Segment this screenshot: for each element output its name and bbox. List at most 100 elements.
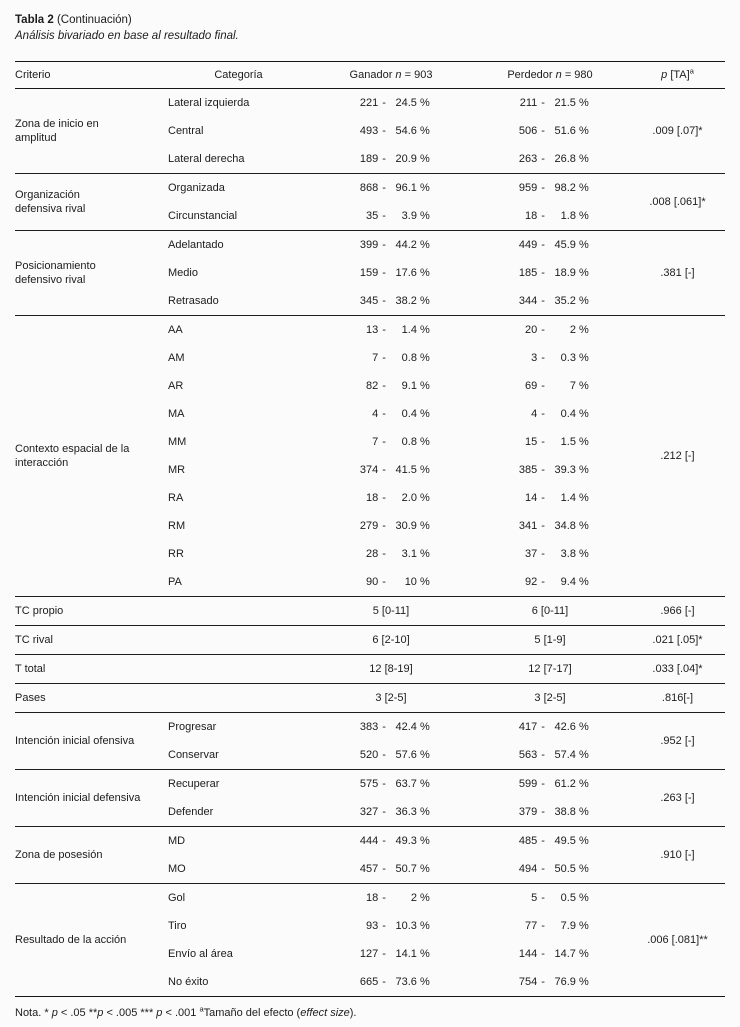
perdedor-value: 15-1.5% — [525, 436, 589, 448]
percent-sign: % — [578, 576, 589, 588]
ganador-value: 6 [2-10] — [372, 634, 410, 646]
percent-sign: % — [578, 548, 589, 560]
percent-sign: % — [419, 464, 430, 476]
percent-sign: % — [578, 835, 589, 847]
categoria-cell: RM — [168, 520, 186, 532]
perdedor-value: 144-14.7% — [518, 948, 589, 960]
perdedor-value: 92-9.4% — [525, 576, 589, 588]
percent-sign: % — [578, 464, 589, 476]
categoria-cell: PA — [168, 576, 182, 588]
ganador-value: 12 [8-19] — [369, 663, 413, 675]
percent-sign: % — [578, 721, 589, 733]
criterio-cell: Zona de inicio en amplitud — [15, 118, 99, 144]
perdedor-value: 754-76.9% — [518, 976, 589, 988]
table-section: Resultado de la acción Gol 18-2% 5-0.5% Tiro… — [15, 884, 725, 996]
percent-sign: % — [419, 125, 430, 137]
p-value-cell: .008 [.061]* — [649, 196, 706, 208]
ganador-value: 457-50.7% — [359, 863, 430, 875]
percent-sign: % — [419, 492, 430, 504]
perdedor-value: 494-50.5% — [518, 863, 589, 875]
percent-sign: % — [578, 492, 589, 504]
categoria-cell: Organizada — [168, 182, 225, 194]
column-header-p-value: p [TA]a — [661, 66, 694, 81]
perdedor-value: 6 [0-11] — [531, 605, 569, 617]
perdedor-value: 12 [7-17] — [528, 663, 572, 675]
table-caption: Análisis bivariado en base al resultado … — [15, 30, 239, 42]
percent-sign: % — [419, 210, 430, 222]
percent-sign: % — [578, 892, 589, 904]
percent-sign: % — [578, 976, 589, 988]
table-section: Intención inicial defensiva Recuperar 575-… — [15, 770, 725, 827]
ganador-value: 399-44.2% — [359, 239, 430, 251]
percent-sign: % — [419, 576, 430, 588]
categoria-cell: Recuperar — [168, 778, 220, 790]
categoria-cell: Gol — [168, 892, 186, 904]
criterio-cell: TC propio — [15, 605, 64, 617]
table-header-row: Criterio Categoría Ganador n = 903 Perde… — [15, 62, 725, 89]
categoria-cell: Tiro — [168, 920, 187, 932]
table-note: Nota. * p < .05 **p < .005 *** p < .001 … — [15, 1004, 357, 1019]
criterio-cell: Contexto espacial de la interacción — [15, 443, 130, 469]
percent-sign: % — [578, 408, 589, 420]
percent-sign: % — [419, 778, 430, 790]
criterio-cell: T total — [15, 663, 46, 675]
percent-sign: % — [578, 380, 589, 392]
categoria-cell: Circunstancial — [168, 210, 238, 222]
ganador-value: 279-30.9% — [359, 520, 430, 532]
categoria-cell: Retrasado — [168, 295, 219, 307]
perdedor-value: 959-98.2% — [518, 182, 589, 194]
percent-sign: % — [578, 182, 589, 194]
p-value-cell: .966 [-] — [660, 605, 695, 617]
categoria-cell: Adelantado — [168, 239, 224, 251]
perdedor-value: 449-45.9% — [518, 239, 589, 251]
ganador-value: 90-10% — [366, 576, 430, 588]
categoria-cell: Envío al área — [168, 948, 233, 960]
categoria-cell: Medio — [168, 267, 198, 279]
percent-sign: % — [419, 920, 430, 932]
criterio-cell: Organización defensiva rival — [15, 189, 86, 215]
perdedor-value: 385-39.3% — [518, 464, 589, 476]
perdedor-value: 77-7.9% — [525, 920, 589, 932]
percent-sign: % — [419, 976, 430, 988]
table-body: Zona de inicio en amplitud Lateral izquier… — [15, 89, 725, 996]
categoria-cell: No éxito — [168, 976, 209, 988]
p-value-cell: .816[-] — [661, 692, 694, 704]
criterio-cell: Posicionamiento defensivo rival — [15, 260, 96, 286]
ganador-value: 28-3.1% — [366, 548, 430, 560]
table-title: Tabla 2 (Continuación) — [15, 13, 725, 28]
ganador-value: 327-36.3% — [359, 806, 430, 818]
ganador-value: 127-14.1% — [359, 948, 430, 960]
ganador-value: 7-0.8% — [372, 436, 430, 448]
perdedor-value: 5 [1-9] — [534, 634, 566, 646]
percent-sign: % — [578, 352, 589, 364]
categoria-cell: MO — [168, 863, 186, 875]
perdedor-value: 5-0.5% — [531, 892, 589, 904]
perdedor-value: 211-21.5% — [519, 97, 589, 109]
percent-sign: % — [419, 239, 430, 251]
perdedor-value: 4-0.4% — [531, 408, 589, 420]
criterio-cell: TC rival — [15, 634, 53, 646]
perdedor-value: 485-49.5% — [518, 835, 589, 847]
ganador-value: 4-0.4% — [372, 408, 430, 420]
p-value-cell: .021 [.05]* — [652, 634, 703, 646]
percent-sign: % — [578, 153, 589, 165]
percent-sign: % — [419, 948, 430, 960]
ganador-value: 665-73.6% — [359, 976, 430, 988]
ganador-value: 18-2% — [366, 892, 430, 904]
table-section: Zona de posesión MD 444-49.3% 485-49.5% MO 45… — [15, 827, 725, 884]
percent-sign: % — [419, 352, 430, 364]
column-header-ganador: Ganador n = 903 — [349, 69, 433, 81]
table-section: TC rival 6 [2-10] 5 [1-9] .021 [.05]* — [15, 626, 725, 655]
p-value-cell: .910 [-] — [660, 849, 695, 861]
percent-sign: % — [419, 721, 430, 733]
ganador-value: 444-49.3% — [359, 835, 430, 847]
p-value-cell: .006 [.081]** — [647, 934, 708, 946]
table-section: Zona de inicio en amplitud Lateral izquier… — [15, 89, 725, 174]
percent-sign: % — [578, 97, 589, 109]
percent-sign: % — [578, 436, 589, 448]
bivariate-analysis-table: Criterio Categoría Ganador n = 903 Perde… — [15, 61, 725, 997]
ganador-value: 345-38.2% — [359, 295, 430, 307]
categoria-cell: RR — [168, 548, 184, 560]
percent-sign: % — [419, 749, 430, 761]
